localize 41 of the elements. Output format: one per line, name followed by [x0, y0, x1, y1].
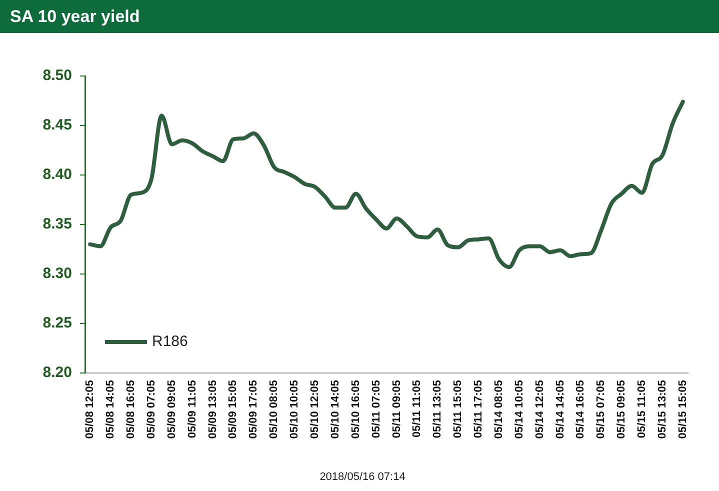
- x-tick-label: 05/14 12:05: [534, 380, 546, 439]
- y-tick-label: 8.30: [42, 265, 72, 282]
- x-tick-label: 05/11 11:05: [411, 380, 424, 438]
- x-tick-label: 05/14 16:05: [574, 380, 587, 439]
- x-tick-label: 05/15 11:05: [636, 380, 648, 438]
- x-tick-label: 05/08 12:05: [84, 380, 96, 439]
- text: 2018/05/16 07:14: [320, 471, 406, 484]
- x-tick-label: 05/09 15:05: [227, 380, 240, 439]
- x-tick-label: 05/09 17:05: [248, 380, 260, 439]
- x-tick-label: 05/11 09:05: [390, 380, 403, 438]
- x-tick-label: 05/11 13:05: [432, 380, 444, 438]
- x-tick-label: 05/14 14:05: [554, 380, 566, 439]
- x-tick-label: 05/09 13:05: [206, 380, 219, 439]
- y-tick-label: 8.25: [42, 314, 72, 332]
- x-tick-label: 05/15 13:05: [656, 380, 668, 439]
- x-tick-label: 05/09 07:05: [145, 380, 158, 439]
- x-tick-label: 05/11 07:05: [370, 380, 382, 438]
- x-tick-label: 05/10 16:05: [350, 380, 362, 439]
- x-tick-label: 05/14 10:05: [513, 380, 526, 439]
- x-tick-label: 05/09 11:05: [186, 380, 198, 438]
- x-tick-label: 05/15 15:05: [676, 380, 689, 439]
- x-tick-label: 05/08 14:05: [104, 380, 117, 439]
- y-tick-label: 8.45: [42, 116, 72, 134]
- line-series: [88, 100, 685, 270]
- x-tick-label: 05/10 12:05: [308, 380, 321, 439]
- y-tick-label: 8.20: [42, 364, 72, 382]
- x-tick-label: 05/15 09:05: [616, 380, 628, 439]
- x-tick-label: 05/10 14:05: [329, 380, 342, 439]
- x-tick-label: 05/11 15:05: [452, 380, 464, 438]
- x-tick-label: 05/08 16:05: [125, 380, 138, 439]
- x-tick-label: 05/14 08:05: [492, 380, 505, 439]
- x-tick-label: 05/11 17:05: [472, 380, 485, 438]
- legend-label: R186: [152, 333, 188, 350]
- x-tick-label: 05/15 07:05: [595, 380, 608, 439]
- y-tick-label: 8.35: [42, 216, 72, 233]
- x-tick-label: 05/10 10:05: [288, 380, 301, 439]
- x-tick-label: 05/09 09:05: [166, 380, 178, 439]
- y-tick-label: 8.50: [42, 67, 72, 84]
- x-tick-label: 05/10 08:05: [268, 380, 280, 439]
- chart-title: SA 10 year yield: [0, 0, 719, 33]
- y-tick-label: 8.40: [42, 166, 72, 184]
